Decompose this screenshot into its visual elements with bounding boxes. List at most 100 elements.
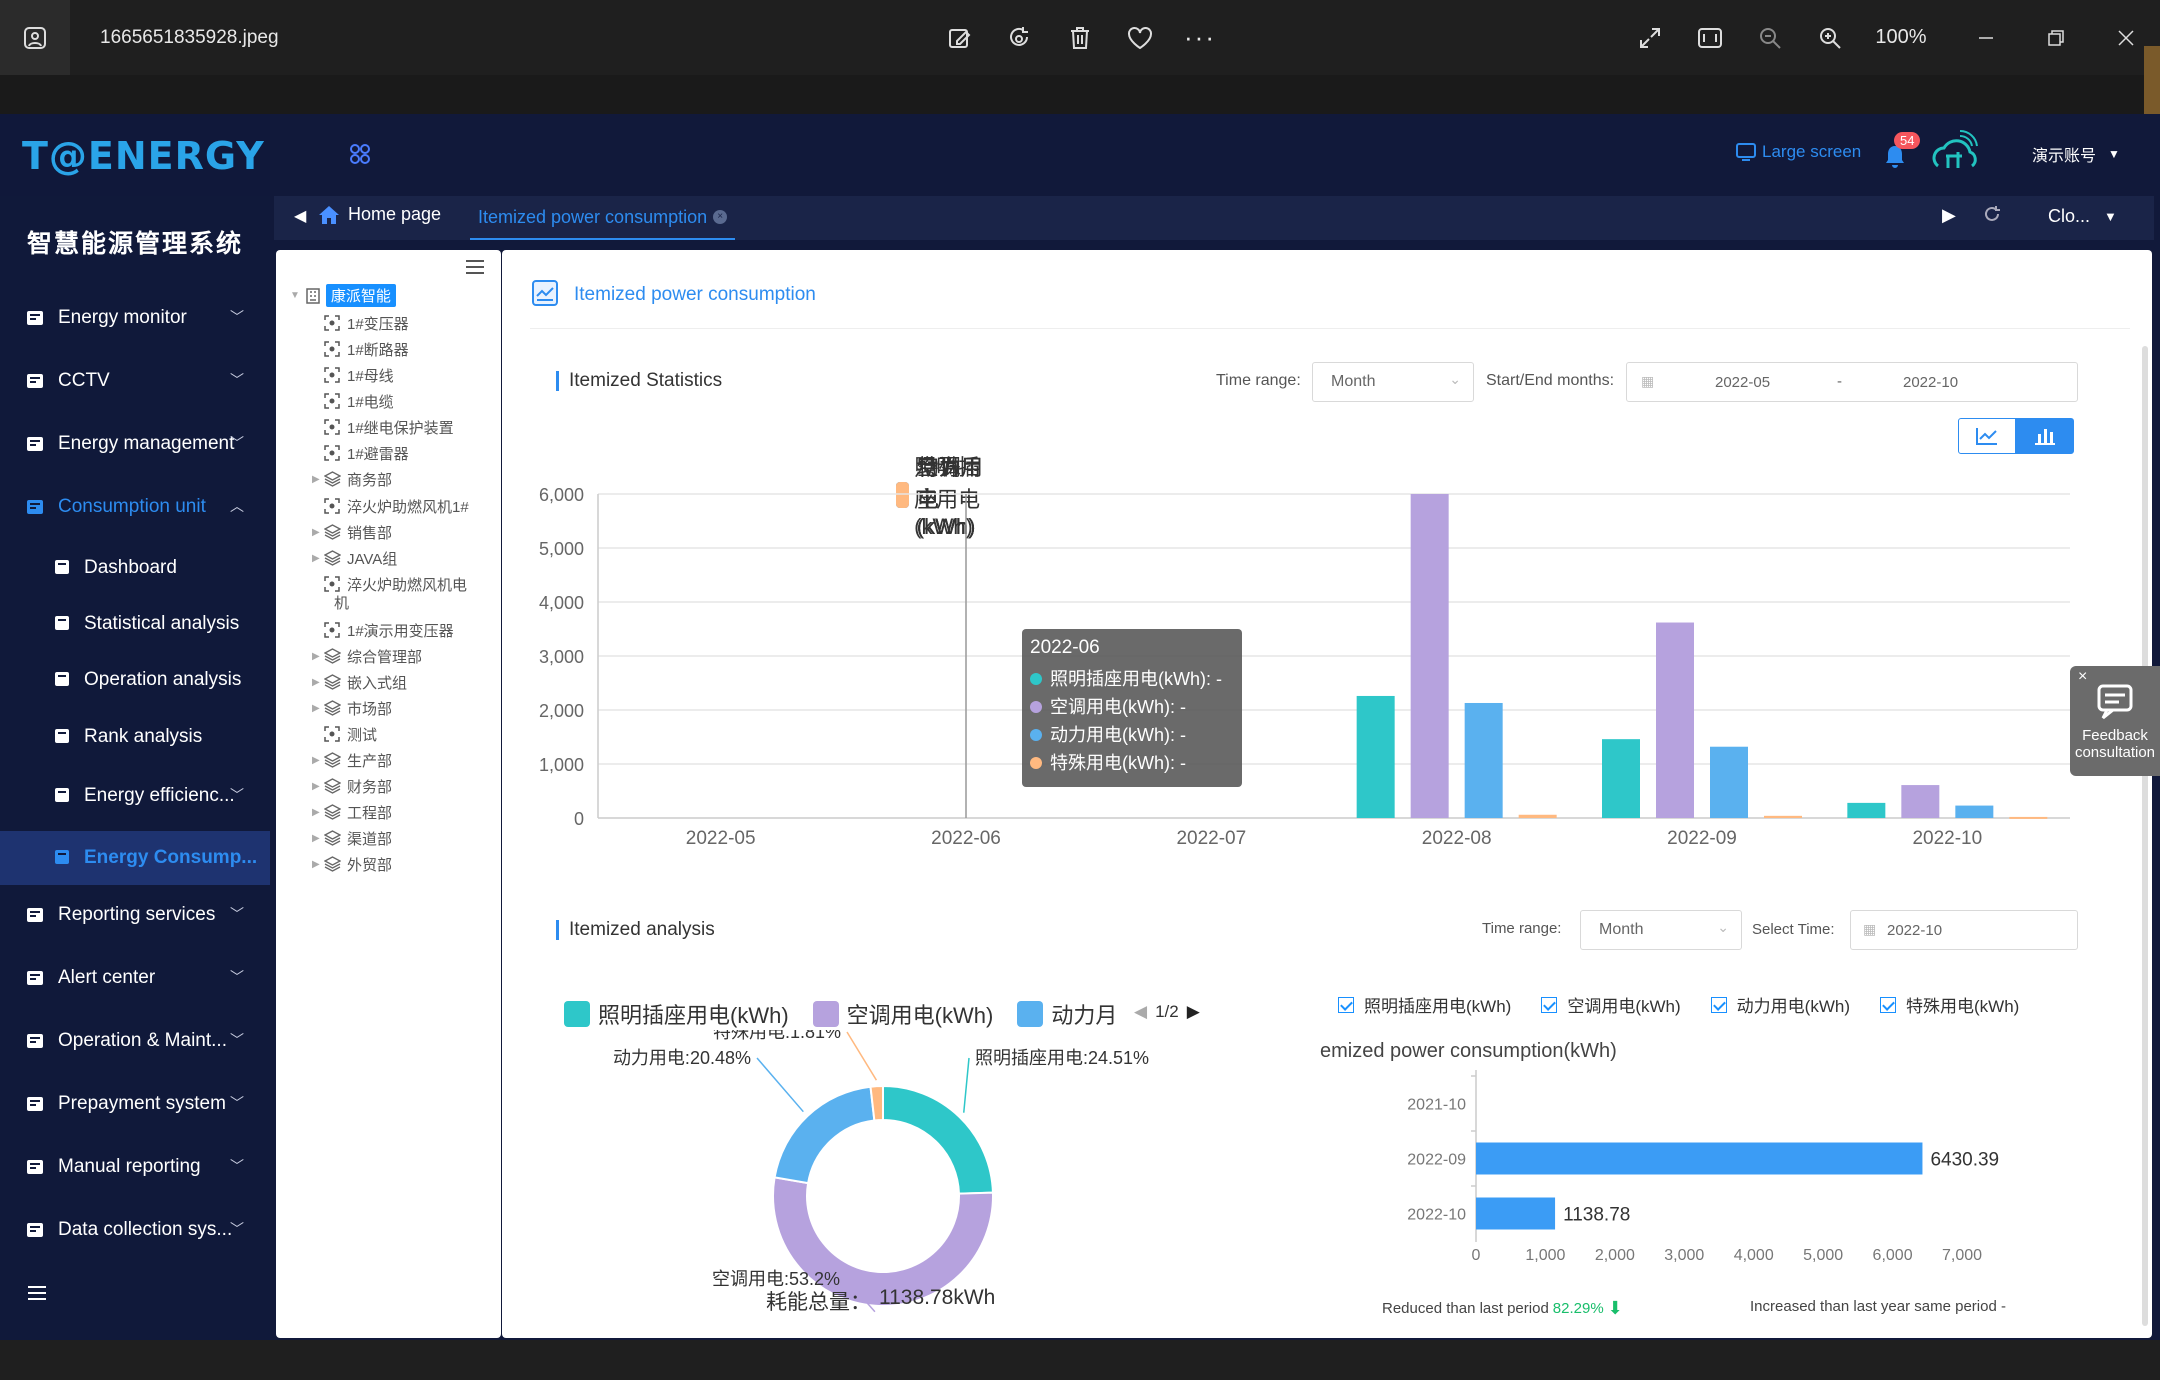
sidebar-subitem-dashboard[interactable]: Dashboard <box>0 543 270 593</box>
hbar <box>1476 1197 1556 1230</box>
sidebar-collapse-icon[interactable] <box>28 1286 48 1302</box>
select-time-picker[interactable]: ▦ 2022-10 <box>1850 910 2078 950</box>
sidebar-item-alert-center[interactable]: Alert center ﹀ <box>0 953 270 1003</box>
y-tick-label: 2022-09 <box>1407 1152 1466 1169</box>
close-tabs-dropdown[interactable]: Clo... ▼ <box>2048 206 2117 227</box>
tree-node-label: 淬火炉助燃风机1# <box>347 498 469 516</box>
bar <box>1518 814 1557 818</box>
pie-legend-item[interactable]: 照明插座用电(kWh) <box>564 998 789 1030</box>
fit-icon[interactable] <box>1690 0 1730 75</box>
sidebar-subitem-statistical-analysis[interactable]: Statistical analysis <box>0 599 270 649</box>
tree-node[interactable]: ▶ 渠道部 <box>312 826 392 850</box>
tree-node[interactable]: 1#变压器 <box>312 311 409 335</box>
zoom-out-icon[interactable] <box>1750 0 1790 75</box>
tree-node[interactable]: ▶ 生产部 <box>312 748 392 772</box>
device-icon <box>324 367 342 383</box>
feedback-close-icon[interactable]: × <box>2078 668 2088 685</box>
sidebar-item-energy-monitor[interactable]: Energy monitor ﹀ <box>0 293 270 343</box>
tree-node[interactable]: ▶ JAVA组 <box>312 546 397 570</box>
slice-label: 空调用电:53.2% <box>712 1269 840 1289</box>
tree-node[interactable]: ▶ 外贸部 <box>312 852 392 876</box>
account-menu[interactable]: 演示账号 ▼ <box>2032 142 2120 166</box>
donut-slice <box>773 1085 876 1185</box>
layers-icon <box>323 700 342 716</box>
analysis-time-range-select[interactable]: Month ⌄ <box>1580 910 1742 950</box>
tree-node[interactable]: ▶ 嵌入式组 <box>312 670 407 694</box>
bar <box>1847 802 1886 818</box>
donut-slice <box>869 1084 884 1122</box>
time-range-select[interactable]: Month ⌄ <box>1312 362 1474 402</box>
tab-scroll-right-icon[interactable]: ▶ <box>1942 205 1956 225</box>
sidebar-item-data-collection-sys[interactable]: Data collection sys... ﹀ <box>0 1205 270 1255</box>
minimize-icon[interactable] <box>1966 0 2006 75</box>
favorite-icon[interactable] <box>1120 0 1160 75</box>
tree-node[interactable]: 1#电缆 <box>312 389 394 413</box>
sidebar-item-operation-maint[interactable]: Operation & Maint... ﹀ <box>0 1016 270 1066</box>
sidebar-subitem-energy-consump[interactable]: Energy Consump... <box>0 831 270 885</box>
pie-legend-pager[interactable]: ◀ 1/2 ▶ <box>1134 1002 1200 1022</box>
edit-image-icon[interactable] <box>940 0 980 75</box>
bar-chart-toggle[interactable] <box>2016 418 2074 454</box>
rotate-icon[interactable] <box>1000 0 1040 75</box>
sidebar-item-consumption-unit[interactable]: Consumption unit ︿ <box>0 482 270 532</box>
series-checkbox[interactable]: 照明插座用电(kWh) <box>1338 992 1511 1017</box>
tree-node[interactable]: 淬火炉助燃风机1# <box>312 494 469 518</box>
tree-node[interactable]: 1#母线 <box>312 363 394 387</box>
series-checkbox[interactable]: 特殊用电(kWh) <box>1879 992 2019 1017</box>
sidebar-item-manual-reporting[interactable]: Manual reporting ﹀ <box>0 1142 270 1192</box>
large-screen-button[interactable]: Large screen <box>1736 142 1861 162</box>
bar <box>1602 739 1640 818</box>
tree-node[interactable]: 1#继电保护装置 <box>312 415 454 439</box>
restore-icon[interactable] <box>2036 0 2076 75</box>
tab-home[interactable]: Home page <box>318 204 441 225</box>
tree-node[interactable]: ▶ 销售部 <box>312 520 392 544</box>
tree-node[interactable]: 测试 <box>312 722 377 746</box>
series-checkbox[interactable]: 空调用电(kWh) <box>1541 992 1681 1017</box>
feedback-widget[interactable]: × Feedback consultation <box>2070 666 2160 776</box>
close-icon[interactable] <box>2106 0 2146 75</box>
sidebar-item-energy-management[interactable]: Energy management ﹀ <box>0 419 270 469</box>
tree-node[interactable]: ▶ 综合管理部 <box>312 644 422 668</box>
tree-root[interactable]: ▼ 康派智能 <box>290 284 396 307</box>
legend-item[interactable]: 照明插座用电(kWh) <box>896 450 989 540</box>
delete-icon[interactable] <box>1060 0 1100 75</box>
sidebar-subitem-energy-efficienc[interactable]: Energy efficienc... ﹀ <box>0 771 270 821</box>
gallery-icon[interactable] <box>0 0 70 75</box>
subitem-label: Dashboard <box>84 557 177 578</box>
menu-grid-icon[interactable] <box>348 142 372 166</box>
pie-legend-item[interactable]: 空调用电(kWh) <box>812 998 993 1030</box>
tree-node[interactable]: ▶ 财务部 <box>312 774 392 798</box>
page-prev-icon[interactable]: ◀ <box>1134 1002 1148 1021</box>
series-checkbox[interactable]: 动力用电(kWh) <box>1710 992 1850 1017</box>
line-chart-toggle[interactable] <box>1958 418 2016 454</box>
tab-close-icon[interactable]: × <box>713 210 728 224</box>
tree-node[interactable]: 1#断路器 <box>312 337 409 361</box>
notification-bell-icon[interactable]: 54 <box>1884 132 1921 170</box>
subitem-icon <box>54 849 72 867</box>
tree-node[interactable]: ▶ 商务部 <box>312 467 392 491</box>
sidebar-item-prepayment-system[interactable]: Prepayment system ﹀ <box>0 1079 270 1129</box>
content-scrollbar[interactable] <box>2142 346 2148 1326</box>
zoom-in-icon[interactable] <box>1810 0 1850 75</box>
fullscreen-icon[interactable] <box>1630 0 1670 75</box>
notification-badge: 54 <box>1894 132 1921 149</box>
tree-node[interactable]: 机 <box>334 590 349 614</box>
tree-node[interactable]: ▶ 工程部 <box>312 800 392 824</box>
sidebar-subitem-rank-analysis[interactable]: Rank analysis <box>0 712 270 762</box>
tree-node[interactable]: 1#演示用变压器 <box>312 618 454 642</box>
sidebar-item-label: Consumption unit <box>58 496 206 517</box>
refresh-icon[interactable] <box>1982 204 2004 226</box>
more-icon[interactable]: ··· <box>1184 22 1216 52</box>
sidebar-item-cctv[interactable]: CCTV ﹀ <box>0 356 270 406</box>
tree-node[interactable]: 1#避雷器 <box>312 441 409 465</box>
tree-node[interactable]: ▶ 市场部 <box>312 696 392 720</box>
tab-scroll-left-icon[interactable]: ◀ <box>294 208 307 225</box>
collapse-tree-icon[interactable] <box>466 260 486 276</box>
page-next-icon[interactable]: ▶ <box>1186 1002 1200 1021</box>
tree-node[interactable]: 淬火炉助燃风机电 <box>312 572 467 596</box>
tab-itemized-power[interactable]: Itemized power consumption × <box>470 196 736 240</box>
month-range-picker[interactable]: ▦ 2022-05 - 2022-10 <box>1626 362 2078 402</box>
sidebar-item-reporting-services[interactable]: Reporting services ﹀ <box>0 890 270 940</box>
sidebar-subitem-operation-analysis[interactable]: Operation analysis <box>0 655 270 705</box>
pie-legend-item[interactable]: 动力月 <box>1017 998 1117 1030</box>
